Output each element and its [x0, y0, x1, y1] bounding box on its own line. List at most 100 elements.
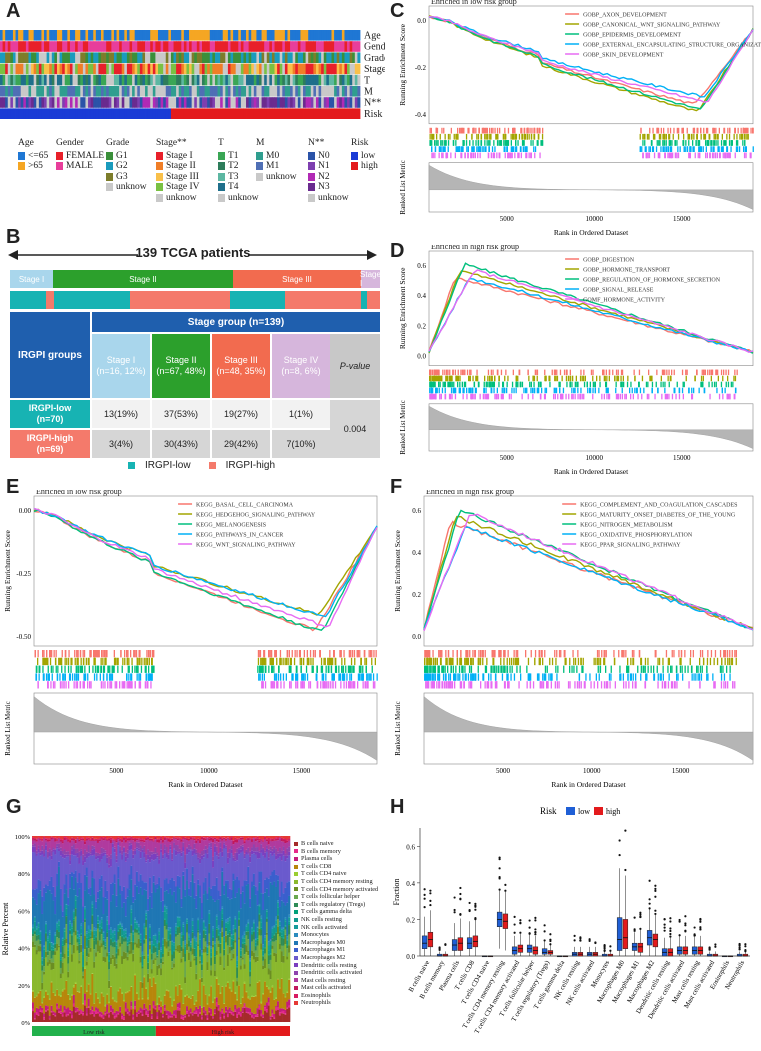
legend-swatch: [218, 152, 225, 160]
ranked-list-area: [429, 406, 753, 448]
legend-item: Stage IV: [156, 182, 200, 193]
h-legend-title: Risk: [540, 806, 557, 816]
hits-kegg-melanogenesis: [36, 666, 373, 673]
track-risk: [0, 108, 360, 119]
col-head-stage-iv: Stage IV(n=8, 6%): [272, 334, 330, 398]
hits-kegg-pathways-in-cancer: [35, 673, 377, 680]
g-ytick: 20%: [18, 983, 31, 990]
legend-title: Gender: [56, 138, 104, 149]
legend-item: Stage II: [156, 161, 200, 172]
table-cell: 3(4%): [92, 430, 150, 458]
box-high-b-cells-memory: [443, 943, 448, 956]
box-low-neutrophils: [737, 943, 742, 956]
box-low-mast-cells-resting: [692, 926, 697, 956]
box-high-t-cells-cd4-memory-resting: [503, 884, 508, 951]
legend-label: Stage IV: [166, 182, 200, 193]
h-ytick: 0.0: [406, 953, 415, 961]
legend-swatch: [106, 173, 113, 181]
legend-title: M: [256, 138, 297, 149]
gsea-ytick: 0.6: [417, 262, 426, 270]
gsea-ylabel: Running Enrichment Score: [3, 530, 12, 612]
gsea-ytick: -0.25: [16, 570, 31, 578]
stage-bar-i: Stage I: [10, 270, 53, 288]
g-legend-label: Macrophages M0: [301, 939, 345, 947]
box-high-monocytes: [608, 945, 613, 956]
gsea-ytick: -0.4: [415, 111, 427, 119]
gsea-xtick: 5000: [500, 215, 515, 223]
gsea-ytick: -0.50: [16, 633, 31, 641]
gsea-ytick: 0.0: [417, 17, 426, 25]
legend-label-high: IRGPI-high: [226, 460, 275, 471]
legend-item: unknow: [218, 193, 259, 204]
track-age: [0, 30, 360, 41]
g-ylabel: Relative Percent: [1, 902, 10, 955]
legend-label: N1: [318, 161, 330, 172]
box-low-macrophages-m2: [647, 880, 652, 956]
legend-swatch: [351, 152, 358, 160]
g-legend-swatch: [294, 849, 298, 853]
legend-label: N0: [318, 151, 330, 162]
box-high-neutrophils: [743, 943, 748, 956]
g-ytick: 0%: [21, 1020, 30, 1027]
hits-gobp-axon-development: [430, 128, 754, 134]
gsea-title: Enriched in high risk group: [431, 245, 519, 251]
legend-kegg-maturity-onset-diabetes-of-the-young: KEGG_MATURITY_ONSET_DIABETES_OF_THE_YOUN…: [580, 513, 736, 519]
es-curve-gobp-axon-development: [429, 17, 753, 103]
stage-bar: Stage I Stage II Stage III Stage I: [10, 270, 380, 288]
legend-item: Stage I: [156, 151, 200, 162]
box-low-b-cells-memory: [437, 946, 442, 956]
legend-item: >65: [18, 161, 48, 172]
box-high-macrophages-m0: [623, 830, 628, 956]
legend-swatch: [106, 183, 113, 191]
legend-swatch: [18, 162, 25, 170]
hits-gobp-external-encapsulating-structure-organization: [431, 146, 754, 152]
h-legend-swatch-low: [566, 807, 575, 815]
col-head-name: Stage IV: [284, 355, 319, 366]
legend-label: <=65: [28, 151, 48, 162]
col-head-n: (n=48, 35%): [216, 366, 265, 377]
track-m: [0, 86, 360, 97]
legend-swatch: [218, 173, 225, 181]
legend-item: FEMALE: [56, 151, 104, 162]
legend-label: M0: [266, 151, 279, 162]
g-legend-swatch: [294, 857, 298, 861]
gsea-xtick: 10000: [585, 215, 603, 223]
legend-item: N1: [308, 161, 349, 172]
box-low-t-cells-cd8: [467, 902, 472, 956]
legend-swatch-low: [128, 462, 135, 469]
h-ylabel: Fraction: [392, 879, 401, 906]
legend-kegg-basal-cell-carcinoma: KEGG_BASAL_CELL_CARCINOMA: [196, 503, 294, 509]
g-legend-swatch: [294, 971, 298, 975]
g-legend-label: T cells CD8: [301, 863, 331, 871]
gsea-ytick: 0.0: [417, 353, 426, 361]
gsea-xtick: 5000: [109, 767, 124, 775]
g-legend-item: T cells regulatory (Tregs): [294, 901, 384, 909]
stacked-bars: [32, 836, 290, 1022]
track-n: [0, 97, 360, 108]
g-legend-item: Macrophages M2: [294, 954, 384, 962]
hits-gobp-skin-development: [431, 153, 751, 159]
row-name: IRGPI-low: [29, 403, 72, 414]
row-n: (n=69): [37, 444, 64, 455]
box-low-b-cells-naive: [422, 888, 427, 956]
box-high-nk-cells-activated: [593, 941, 598, 956]
legend-swatch: [308, 173, 315, 181]
g-legend-swatch: [294, 872, 298, 876]
legend-swatch: [308, 152, 315, 160]
legend-label: unknow: [116, 182, 147, 193]
hits-kegg-maturity-onset-diabetes-of-the-young: [424, 658, 737, 665]
group-label-high: High risk: [212, 1030, 235, 1036]
gsea-xlabel: Rank in Ordered Dataset: [554, 228, 629, 237]
box-high-macrophages-m1: [638, 912, 643, 956]
g-legend-swatch: [294, 941, 298, 945]
box-low-t-cells-gamma-delta: [557, 956, 562, 957]
legend-label-low: IRGPI-low: [145, 460, 191, 471]
g-legend-swatch: [294, 842, 298, 846]
table-cell: 13(19%): [92, 400, 150, 428]
